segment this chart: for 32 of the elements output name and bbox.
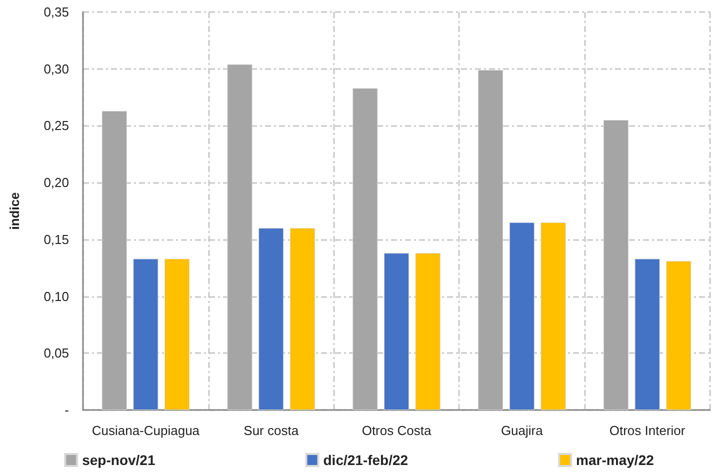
bar <box>164 258 190 410</box>
y-axis-title: indice <box>7 192 22 230</box>
y-tick-label: 0,05 <box>44 346 69 361</box>
x-tick-label: Otros Costa <box>362 423 432 438</box>
legend-label: dic/21-feb/22 <box>323 452 408 468</box>
x-tick-label: Guajira <box>500 423 544 438</box>
bar <box>290 228 315 410</box>
bar <box>415 253 440 410</box>
y-tick-label: 0,30 <box>44 61 69 76</box>
x-tick-label: Otros Interior <box>609 423 686 438</box>
bar <box>603 120 628 410</box>
y-tick-label: 0,25 <box>44 118 69 134</box>
bar <box>133 258 158 410</box>
bar <box>634 258 660 410</box>
bar <box>384 253 410 410</box>
bar <box>478 70 504 410</box>
y-tick-label: 0,35 <box>44 4 69 20</box>
bar <box>666 261 692 410</box>
bar <box>258 228 284 410</box>
legend-label: sep-nov/21 <box>82 452 156 468</box>
y-tick-label: 0,20 <box>44 175 69 190</box>
y-tick-label: 0,15 <box>44 232 69 247</box>
y-tick-label: - <box>64 402 69 418</box>
x-tick-label: Sur costa <box>244 423 300 438</box>
bar <box>540 222 566 410</box>
bar <box>102 110 127 410</box>
bar <box>352 88 378 410</box>
x-tick-label: Cusiana-Cupiagua <box>92 423 200 438</box>
y-tick-label: 0,10 <box>44 288 69 304</box>
legend-label: mar-may/22 <box>576 452 654 468</box>
bar <box>227 64 252 410</box>
bar <box>509 222 534 410</box>
